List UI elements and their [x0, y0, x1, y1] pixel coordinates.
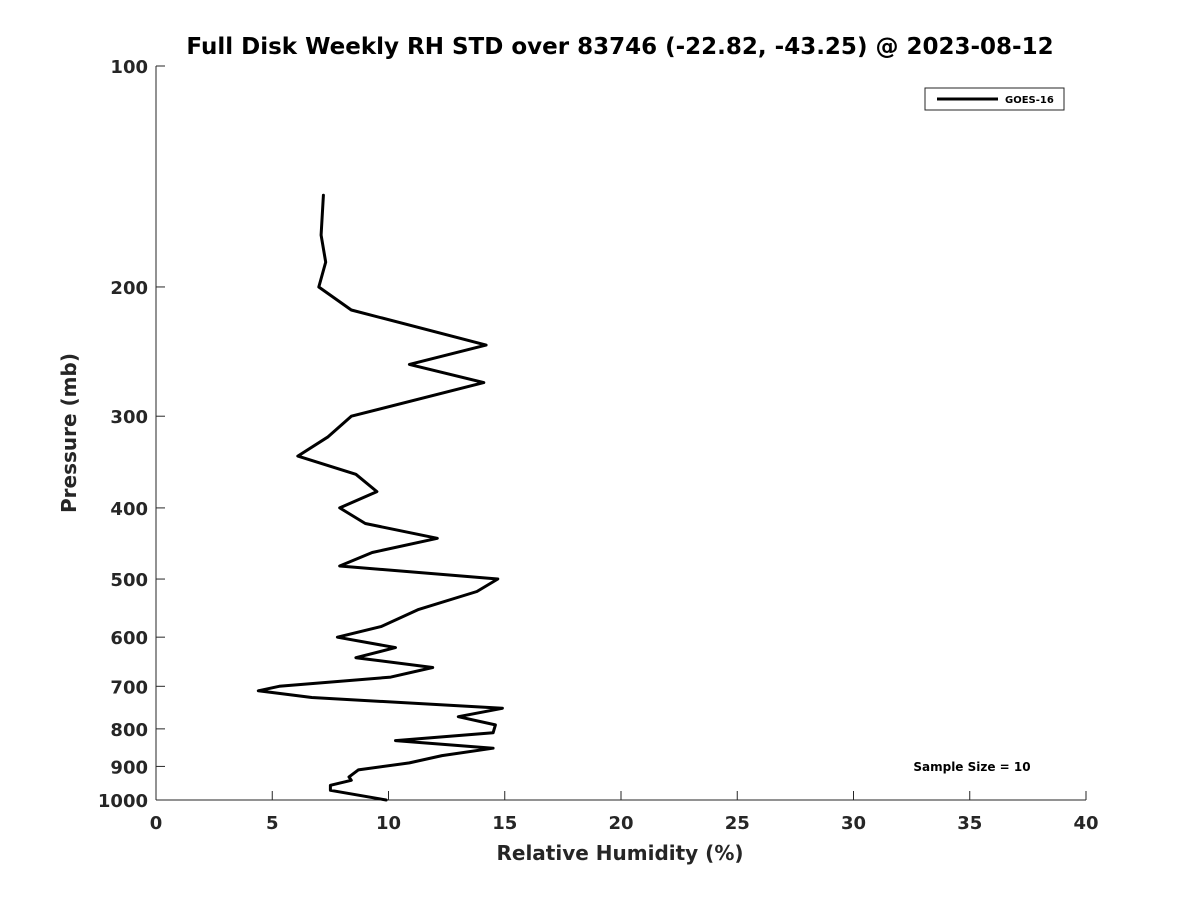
x-tick-label: 5 — [266, 813, 279, 834]
y-tick-label: 700 — [110, 677, 148, 698]
y-tick-label: 400 — [110, 499, 148, 520]
x-tick-label: 30 — [841, 813, 866, 834]
y-tick-label: 200 — [110, 278, 148, 299]
chart-title: Full Disk Weekly RH STD over 83746 (-22.… — [186, 34, 1053, 60]
y-tick-label: 500 — [110, 570, 148, 591]
y-tick-label: 800 — [110, 720, 148, 741]
sample-size-annotation: Sample Size = 10 — [913, 760, 1030, 774]
y-tick-label: 1000 — [98, 791, 148, 812]
x-tick-label: 20 — [608, 813, 633, 834]
y-tick-label: 900 — [110, 757, 148, 778]
series-line — [256, 193, 504, 802]
y-axis-label: Pressure (mb) — [57, 353, 81, 513]
y-tick-label: 600 — [110, 628, 148, 649]
legend: GOES-16 — [924, 87, 1065, 111]
x-axis: 0 5 10 15 20 25 30 35 40 — [150, 791, 1099, 834]
x-axis-label: Relative Humidity (%) — [496, 841, 743, 865]
x-tick-label: 0 — [150, 813, 163, 834]
legend-label: GOES-16 — [1005, 95, 1054, 106]
x-tick-label: 25 — [725, 813, 750, 834]
y-axis: 100 200 300 400 500 600 700 800 900 1000 — [98, 57, 165, 812]
x-tick-label: 15 — [492, 813, 517, 834]
series-layer — [256, 193, 504, 802]
y-tick-label: 300 — [110, 407, 148, 428]
plot-area — [155, 66, 1086, 801]
x-tick-label: 10 — [376, 813, 401, 834]
x-tick-label: 40 — [1073, 813, 1098, 834]
y-tick-label: 100 — [110, 57, 148, 78]
x-tick-label: 35 — [957, 813, 982, 834]
